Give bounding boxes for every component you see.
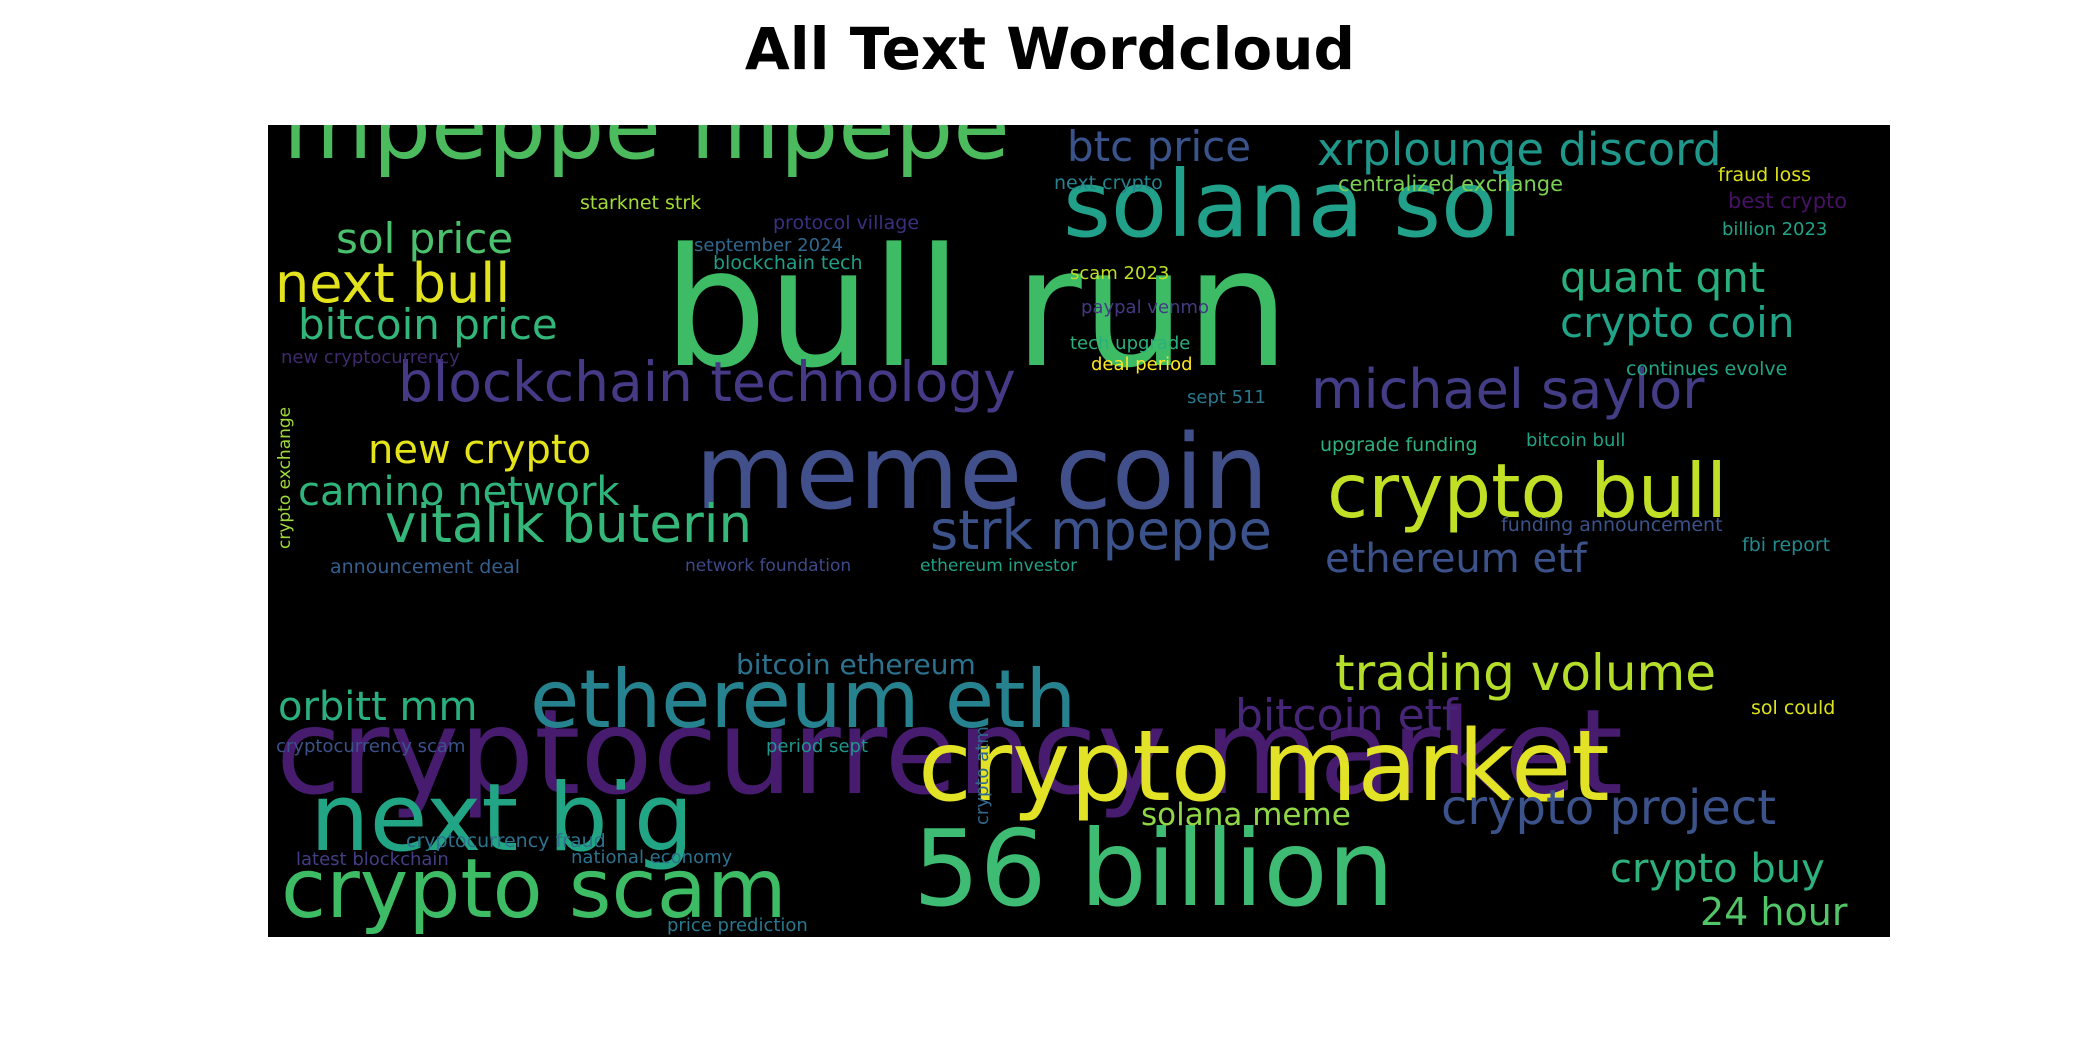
word-protocol-village: protocol village [773,212,919,234]
word-centralized-exchange: centralized exchange [1338,172,1563,196]
word-crypto-scam: crypto scam [281,842,787,937]
word-bull-run: bull run [663,213,1290,404]
word-mpeppe-mpepe: mpeppe mpepe [283,125,1010,180]
word-bitcoin-ethereum: bitcoin ethereum [736,648,976,681]
word-ethereum-etf: ethereum etf [1325,536,1588,582]
word-network-foundation: network foundation [685,556,851,576]
word-crypto-bull: crypto bull [1327,447,1727,535]
word-meme-coin: meme coin [695,413,1269,533]
word-orbitt-mm: orbitt mm [278,684,477,730]
word-ethereum-investor: ethereum investor [920,556,1077,576]
word-cryptocurrency-market: cryptocurrency market [276,683,1623,821]
word-national-economy: national economy [571,847,733,868]
word-funding-announcement: funding announcement [1501,514,1723,536]
word-september-2024: september 2024 [694,235,843,256]
word-cryptocurrency-scam: cryptocurrency scam [276,736,465,757]
word-cryptocurrency-fraud: cryptocurrency fraud [406,830,606,852]
word-bitcoin-price: bitcoin price [298,300,558,349]
word-upgrade-funding: upgrade funding [1320,434,1478,456]
wordcloud-background [268,125,1890,937]
word-continues-evolve: continues evolve [1626,358,1787,380]
word-michael-saylor: michael saylor [1311,358,1705,421]
word-next-bull: next bull [275,252,510,315]
word-next-crypto: next crypto [1054,172,1163,194]
word-announcement-deal: announcement deal [330,556,520,578]
word-paypal-venmo: paypal venmo [1081,297,1209,318]
word-crypto-coin: crypto coin [1560,298,1794,347]
word-solana-meme: solana meme [1141,797,1351,833]
word-scam-2023: scam 2023 [1070,263,1169,284]
word-strk-mpeppe: strk mpeppe [930,499,1272,562]
word-crypto-project: crypto project [1441,780,1776,836]
word-fraud-loss: fraud loss [1718,164,1811,186]
word-best-crypto: best crypto [1728,189,1847,213]
word-ethereum-eth: ethereum eth [530,653,1076,746]
word-new-cryptocurrency: new cryptocurrency [281,347,460,368]
word-blockchain-technology: blockchain technology [398,350,1016,414]
word-crypto-buy: crypto buy [1610,846,1825,892]
word-crypto-market: crypto market [918,710,1610,824]
wordcloud-canvas: cryptocurrency market bull run 56 billion m… [268,125,1890,937]
word-solana-sol: solana sol [1063,151,1523,258]
word-next-big: next big [310,764,694,873]
word-trading-volume: trading volume [1335,644,1716,702]
word-btc-price: btc price [1067,125,1251,171]
chart-title: All Text Wordcloud [744,15,1356,83]
word-new-crypto: new crypto [368,427,591,473]
word-56-billion: 56 billion [913,808,1394,930]
word-crypto-atm: crypto atm [972,726,993,825]
word-camino-network: camino network [298,469,620,515]
word-bitcoin-etf: bitcoin etf [1235,690,1459,741]
word-crypto-exchange: crypto exchange [275,407,295,549]
word-sept-511: sept 511 [1187,387,1266,408]
word-quant-qnt: quant qnt [1560,253,1765,302]
word-blockchain-tech: blockchain tech [713,252,863,274]
word-billion-2023: billion 2023 [1722,219,1827,240]
word-period-sept: period sept [766,736,868,757]
word-price-prediction: price prediction [667,915,808,936]
word-xrplounge-discord: xrplounge discord [1317,125,1721,176]
wordcloud-panel: cryptocurrency market bull run 56 billion m… [268,125,1890,937]
word-fbi-report: fbi report [1742,534,1830,556]
word-sol-could: sol could [1751,697,1835,719]
word-deal-period: deal period [1091,354,1193,375]
word-bitcoin-bull: bitcoin bull [1526,430,1625,451]
word-vitalik-buterin: vitalik buterin [385,494,752,555]
word-sol-price: sol price [336,214,513,263]
word-24-hour: 24 hour [1700,890,1848,934]
word-tech-upgrade: tech upgrade [1070,333,1190,354]
word-starknet-strk: starknet strk [580,192,701,214]
word-latest-blockchain: latest blockchain [296,849,449,870]
